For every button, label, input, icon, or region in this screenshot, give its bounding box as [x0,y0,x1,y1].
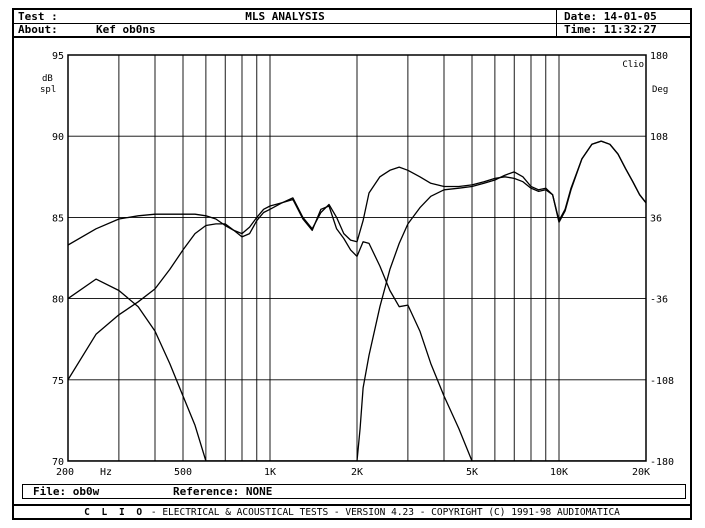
x-unit-label: Hz [100,467,112,478]
x-tick-label: 5K [466,467,478,478]
y2-tick-label: 36 [650,213,662,224]
y2-tick-label: -108 [650,376,674,387]
series-line-3 [68,198,646,461]
about-label: About: [18,23,58,36]
header-panel: Test : MLS ANALYSIS Date: 14-01-05 About… [14,10,690,38]
y-tick-label: 85 [52,213,64,224]
file-info-bar: File: ob0w Reference: NONE [22,484,686,499]
time-label: Time: 11:32:27 [564,23,657,36]
test-label: Test : [18,10,58,23]
credits-bar: C L I O - ELECTRICAL & ACOUSTICAL TESTS … [14,504,690,520]
x-tick-label: 500 [174,467,192,478]
x-tick-label: 1K [264,467,276,478]
y2-tick-label: -36 [650,295,668,306]
reference-label: Reference: NONE [173,485,273,498]
clio-window: Test : MLS ANALYSIS Date: 14-01-05 About… [12,8,692,520]
date-label: Date: 14-01-05 [564,10,657,23]
y-tick-label: 80 [52,295,64,306]
x-tick-label: 10K [550,467,568,478]
brand-label: C L I O [84,507,146,518]
y2-tick-label: 180 [650,51,668,62]
y2-tick-label: 108 [650,132,668,143]
file-label: File: ob0w [33,485,100,498]
x-tick-label: 200 [56,467,74,478]
x-tick-label: 2K [351,467,363,478]
page-title: MLS ANALYSIS [245,10,325,23]
y-tick-label: 75 [52,376,64,387]
y-tick-label: 70 [52,457,64,468]
corner-label: Clio [622,60,644,70]
y-tick-label: 95 [52,51,64,62]
y2-tick-label: -180 [650,457,674,468]
y2-unit-label: Deg [652,85,668,95]
y-unit-label: spl [40,85,56,95]
credits-text: - ELECTRICAL & ACOUSTICAL TESTS - VERSIO… [150,507,620,518]
series-line-4 [68,140,646,461]
y-tick-label: 90 [52,132,64,143]
y-unit-label: dB [42,74,53,84]
about-value: Kef ob0ns [96,23,156,36]
x-tick-label: 20K [632,467,650,478]
